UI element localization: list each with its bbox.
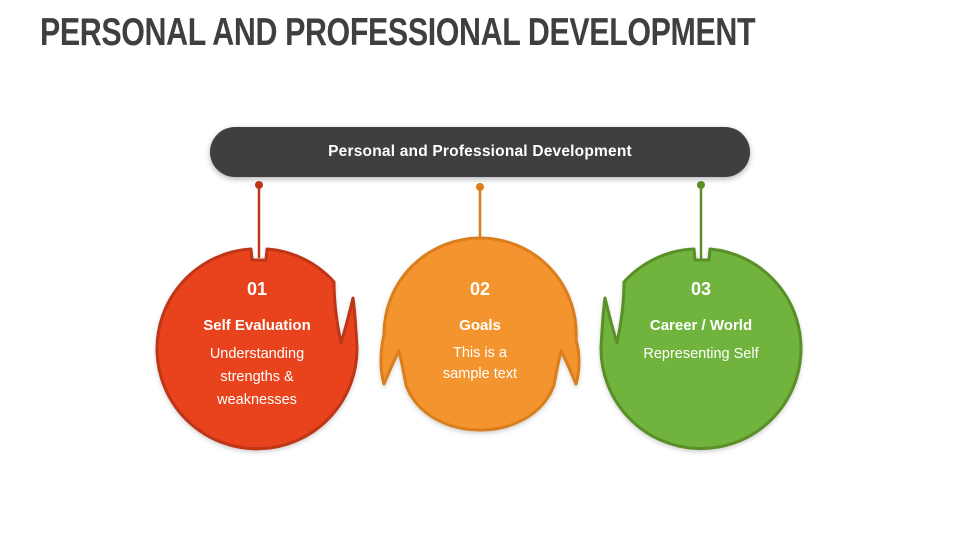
step-circle-shape — [155, 247, 359, 451]
step-title: Goals — [459, 317, 501, 334]
connector-dot — [255, 181, 263, 189]
slide-title: PERSONAL AND PROFESSIONAL DEVELOPMENT — [40, 11, 756, 54]
step-description: Understanding strengths & weaknesses — [209, 346, 305, 408]
step-number: 03 — [690, 279, 712, 299]
header-banner — [210, 127, 750, 177]
step-circle-shape — [379, 236, 581, 432]
step-title: Self Evaluation — [203, 317, 311, 334]
step-number: 02 — [469, 279, 491, 299]
connector-dot — [697, 181, 705, 189]
step-text-block: 01 Self Evaluation Understanding strengt… — [167, 280, 347, 412]
step-description: Representing Self — [643, 346, 759, 362]
step-text-block: 03 Career / World Representing Self — [611, 280, 791, 366]
connector-dot — [476, 183, 484, 191]
step-circle-shape — [599, 247, 803, 451]
step-title: Career / World — [649, 317, 753, 334]
step-number: 01 — [246, 279, 268, 299]
banner-label: Personal and Professional Development — [328, 143, 632, 160]
step-text-block: 02 Goals This is a sample text — [390, 280, 570, 385]
step-description: This is a sample text — [442, 345, 518, 382]
